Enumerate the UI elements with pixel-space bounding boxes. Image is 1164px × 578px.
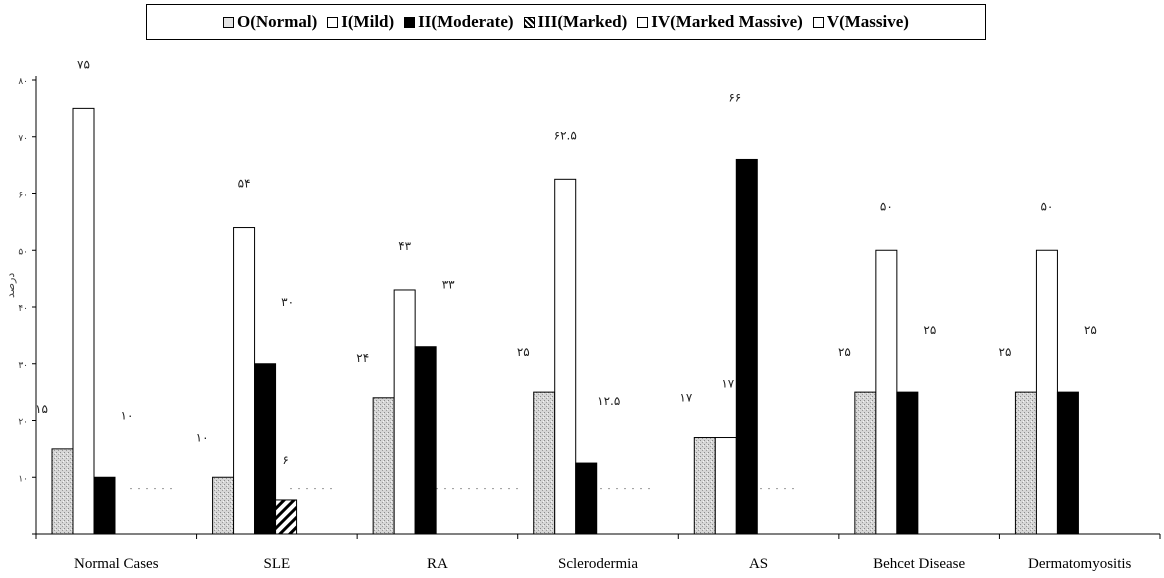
x-tick-label: Behcet Disease xyxy=(873,556,965,572)
data-label: ۱۲.۵ xyxy=(597,394,620,408)
data-label: ۲۵ xyxy=(923,323,936,337)
bar-ii-moderate xyxy=(1056,391,1079,535)
legend-label-marked-massive: IV(Marked Massive) xyxy=(651,12,803,31)
data-label: ۱۰ xyxy=(121,408,134,422)
legend-item-moderate: II(Moderate) xyxy=(404,12,514,32)
bar-ii-moderate xyxy=(575,462,598,535)
bar-i-mild xyxy=(714,437,737,535)
bar-i-mild xyxy=(1035,249,1058,535)
legend-item-marked: III(Marked) xyxy=(523,12,628,32)
x-tick-label: Normal Cases xyxy=(74,556,159,572)
data-label: ۶۲.۵ xyxy=(554,128,577,142)
data-label: ۱۷ xyxy=(679,391,692,405)
chart-bars xyxy=(51,107,1079,535)
bar-o-normal xyxy=(533,391,556,535)
legend-item-massive: V(Massive) xyxy=(812,12,909,32)
data-label: ۵۴ xyxy=(238,177,251,191)
bar-iii-marked xyxy=(275,499,298,535)
data-label: ۲۴ xyxy=(356,351,369,365)
legend-item-mild: I(Mild) xyxy=(327,12,394,32)
y-tick-label: ۲۰ xyxy=(18,418,28,428)
y-tick-label: ۶۰ xyxy=(18,191,28,201)
data-label: ۳۰ xyxy=(281,295,294,309)
y-tick-label: ۷۰ xyxy=(18,134,28,144)
bar-i-mild xyxy=(72,107,95,535)
bar-o-normal xyxy=(693,437,716,535)
legend-label-massive: V(Massive) xyxy=(826,12,909,31)
y-tick-label: ۱۰ xyxy=(18,474,28,484)
bar-ii-moderate xyxy=(93,476,116,535)
y-tick-label: ۴۰ xyxy=(18,304,28,314)
bar-o-normal xyxy=(372,397,395,535)
bar-o-normal xyxy=(854,391,877,535)
x-tick-label: Dermatomyositis xyxy=(1028,556,1131,572)
legend-swatch-normal xyxy=(223,16,235,28)
legend-swatch-marked xyxy=(523,16,535,28)
data-label: ۶۶ xyxy=(728,90,741,104)
bar-i-mild xyxy=(393,289,416,535)
x-tick-label: RA xyxy=(427,556,448,572)
legend-item-normal: O(Normal) xyxy=(223,12,317,32)
bar-o-normal xyxy=(1014,391,1037,535)
chart-legend: O(Normal) I(Mild) II(Moderate) III(Marke… xyxy=(146,4,986,40)
bar-ii-moderate xyxy=(735,158,758,535)
x-tick-label: Sclerodermia xyxy=(558,556,638,572)
chart-axes: ۱۰ ۲۰ ۳۰ ۴۰ ۵۰ ۶۰ ۷۰ ۸۰ Normal Cases SLE RA Sclerod… xyxy=(18,76,1161,572)
data-label: ۲۵ xyxy=(1084,323,1097,337)
data-label: ۲۵ xyxy=(838,345,851,359)
data-label: ۳۳ xyxy=(442,278,455,292)
bar-i-mild xyxy=(554,178,577,535)
legend-label-mild: I(Mild) xyxy=(341,12,395,31)
y-tick-label: ۵۰ xyxy=(18,247,28,257)
legend-swatch-mild xyxy=(327,16,339,28)
data-label: ۲۵ xyxy=(999,345,1012,359)
legend-label-normal: O(Normal) xyxy=(237,12,318,31)
legend-swatch-moderate xyxy=(404,16,416,28)
data-label: ۴۳ xyxy=(398,239,411,253)
data-label: ۲۵ xyxy=(517,345,530,359)
data-label: ۵۰ xyxy=(1040,199,1053,213)
data-label: ۱۷ xyxy=(721,377,734,391)
y-tick-label: ۳۰ xyxy=(18,361,28,371)
chart-data-labels: ۱۵ ۷۵ ۱۰ ۱۰ ۵۴ ۳۰ ۶ ۲۴ ۴۳ ۳۳ ۲۵ ۶۲.۵ ۱۲.۵ ۱۷ ۱۷ ۶۶ ۲۵ ۵۰ ۲… xyxy=(35,57,1097,467)
bar-ii-moderate xyxy=(254,363,277,535)
legend-swatch-massive xyxy=(812,16,824,28)
bar-i-mild xyxy=(233,227,256,535)
legend-label-moderate: II(Moderate) xyxy=(418,12,514,31)
x-tick-label: AS xyxy=(749,556,768,572)
data-label: ۱۰ xyxy=(196,430,209,444)
data-label: ۷۵ xyxy=(77,57,90,71)
bar-o-normal xyxy=(212,476,235,535)
legend-label-marked: III(Marked) xyxy=(537,12,628,31)
legend-item-marked-massive: IV(Marked Massive) xyxy=(637,12,803,32)
bar-i-mild xyxy=(875,249,898,535)
bar-o-normal xyxy=(51,448,74,535)
y-tick-label: ۸۰ xyxy=(18,77,28,87)
bar-ii-moderate xyxy=(896,391,919,535)
x-tick-label: SLE xyxy=(264,556,291,572)
bar-ii-moderate xyxy=(414,346,437,535)
data-label: ۱۵ xyxy=(35,402,48,416)
legend-swatch-marked-massive xyxy=(637,16,649,28)
data-label: ۶ xyxy=(282,453,288,467)
data-label: ۵۰ xyxy=(880,199,893,213)
